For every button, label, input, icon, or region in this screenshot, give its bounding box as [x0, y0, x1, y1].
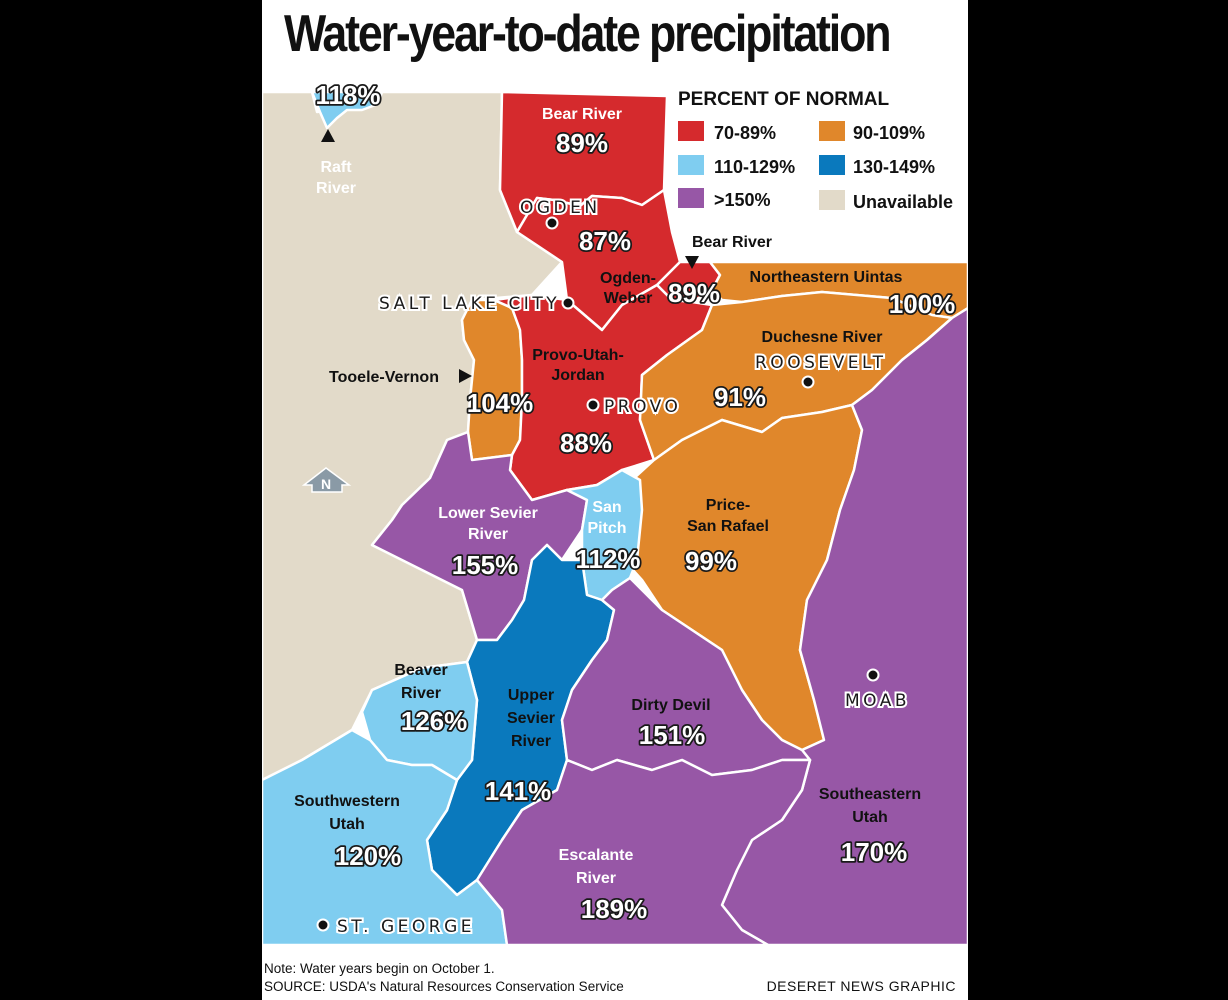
city-label-roosevelt: ROOSEVELT — [755, 353, 887, 373]
value-duchesne-river: 91% — [714, 382, 766, 412]
legend-label-70-89: 70-89% — [714, 123, 776, 143]
legend-swatch-unavailable — [819, 190, 845, 210]
legend-swatch-90-109 — [819, 121, 845, 141]
city-label-moab: MOAB — [845, 691, 910, 711]
city-label-ogden: OGDEN — [520, 198, 601, 218]
bear-river-pointer-icon — [685, 256, 699, 269]
legend-label-gt-150: >150% — [714, 190, 771, 210]
north-arrow-label: N — [321, 476, 331, 492]
value-upper-sevier-river: 141% — [485, 776, 552, 806]
region-label-escalante-river: Escalante River — [559, 847, 634, 887]
region-label-bear-river-south: Bear River — [692, 234, 772, 251]
legend-label-130-149: 130-149% — [853, 157, 935, 177]
value-northeastern-uintas: 100% — [889, 289, 956, 319]
city-label-st-george: ST. GEORGE — [337, 917, 475, 937]
value-tooele-vernon: 104% — [467, 388, 534, 418]
value-price-san-rafael: 99% — [685, 546, 737, 576]
source-text: SOURCE: USDA's Natural Resources Conserv… — [264, 979, 624, 994]
city-label-provo: PROVO — [604, 397, 681, 417]
region-label-ogden-weber: Ogden-Weber — [600, 270, 656, 307]
graphic-panel: Water-year-to-date precipitation — [262, 0, 968, 1000]
region-label-duchesne-river: Duchesne River — [762, 329, 883, 346]
region-label-price-san-rafael: Price-San Rafael — [687, 497, 769, 535]
value-raft-river: 118% — [315, 80, 380, 110]
value-beaver-river: 126% — [401, 706, 468, 736]
region-label-provo-utah-jordan: Provo-Utah-Jordan — [532, 347, 624, 384]
city-dot-salt-lake-city — [561, 296, 575, 310]
legend-swatch-gt-150 — [678, 188, 704, 208]
value-bear-river-south: 89% — [668, 278, 720, 308]
region-label-northeastern-uintas: Northeastern Uintas — [750, 269, 903, 286]
note-text: Note: Water years begin on October 1. — [264, 961, 495, 976]
value-ogden-weber: 87% — [579, 226, 631, 256]
region-label-southwestern-utah: Southwestern Utah — [294, 793, 400, 833]
utah-watershed-map: N OGDEN SALT LAKE CITY ROOSEVELT PROVO M… — [262, 78, 968, 947]
region-label-tooele-vernon: Tooele-Vernon — [329, 369, 439, 386]
legend-label-90-109: 90-109% — [853, 123, 925, 143]
city-dot-st-george — [316, 918, 330, 932]
region-raft-river — [310, 90, 384, 130]
region-label-raft-river: Raft River — [316, 159, 356, 197]
value-escalante-river: 189% — [581, 894, 648, 924]
page-title: Water-year-to-date precipitation — [284, 5, 892, 63]
region-tooele-vernon — [460, 298, 524, 462]
raft-river-pointer-icon — [321, 129, 335, 142]
value-bear-river-north: 89% — [556, 128, 608, 158]
city-dot-roosevelt — [801, 375, 815, 389]
legend-label-110-129: 110-129% — [714, 157, 795, 177]
city-dot-ogden — [545, 216, 559, 230]
legend-label-unavailable: Unavailable — [853, 192, 953, 212]
credit-text: DESERET NEWS GRAPHIC — [766, 978, 956, 994]
region-label-beaver-river: Beaver River — [394, 662, 447, 702]
city-dot-provo — [586, 398, 600, 412]
legend: PERCENT OF NORMAL 70-89% 90-109% 110-129… — [678, 89, 953, 212]
value-provo-utah-jordan: 88% — [560, 428, 612, 458]
region-label-san-pitch: San Pitch — [587, 499, 626, 537]
region-label-southeastern-utah: Southeastern Utah — [819, 786, 921, 826]
tooele-vernon-pointer-icon — [459, 369, 472, 383]
city-label-salt-lake-city: SALT LAKE CITY — [379, 294, 560, 314]
region-label-bear-river-north: Bear River — [542, 106, 622, 123]
legend-swatch-130-149 — [819, 155, 845, 175]
value-san-pitch: 112% — [575, 544, 640, 574]
region-label-dirty-devil: Dirty Devil — [631, 697, 710, 714]
value-southeastern-utah: 170% — [841, 837, 908, 867]
region-escalante-river — [475, 758, 812, 947]
region-lower-sevier-river — [370, 430, 589, 642]
legend-swatch-110-129 — [678, 155, 704, 175]
legend-title: PERCENT OF NORMAL — [678, 89, 890, 110]
value-southwestern-utah: 120% — [335, 841, 402, 871]
value-dirty-devil: 151% — [639, 720, 706, 750]
region-label-lower-sevier-river: Lower Sevier River — [438, 505, 538, 543]
city-dot-moab — [866, 668, 880, 682]
footnote: Note: Water years begin on October 1. SO… — [264, 960, 624, 996]
value-lower-sevier-river: 155% — [452, 550, 519, 580]
legend-swatch-70-89 — [678, 121, 704, 141]
north-arrow-icon: N — [301, 467, 352, 493]
region-label-upper-sevier-river: Upper Sevier River — [507, 687, 555, 750]
